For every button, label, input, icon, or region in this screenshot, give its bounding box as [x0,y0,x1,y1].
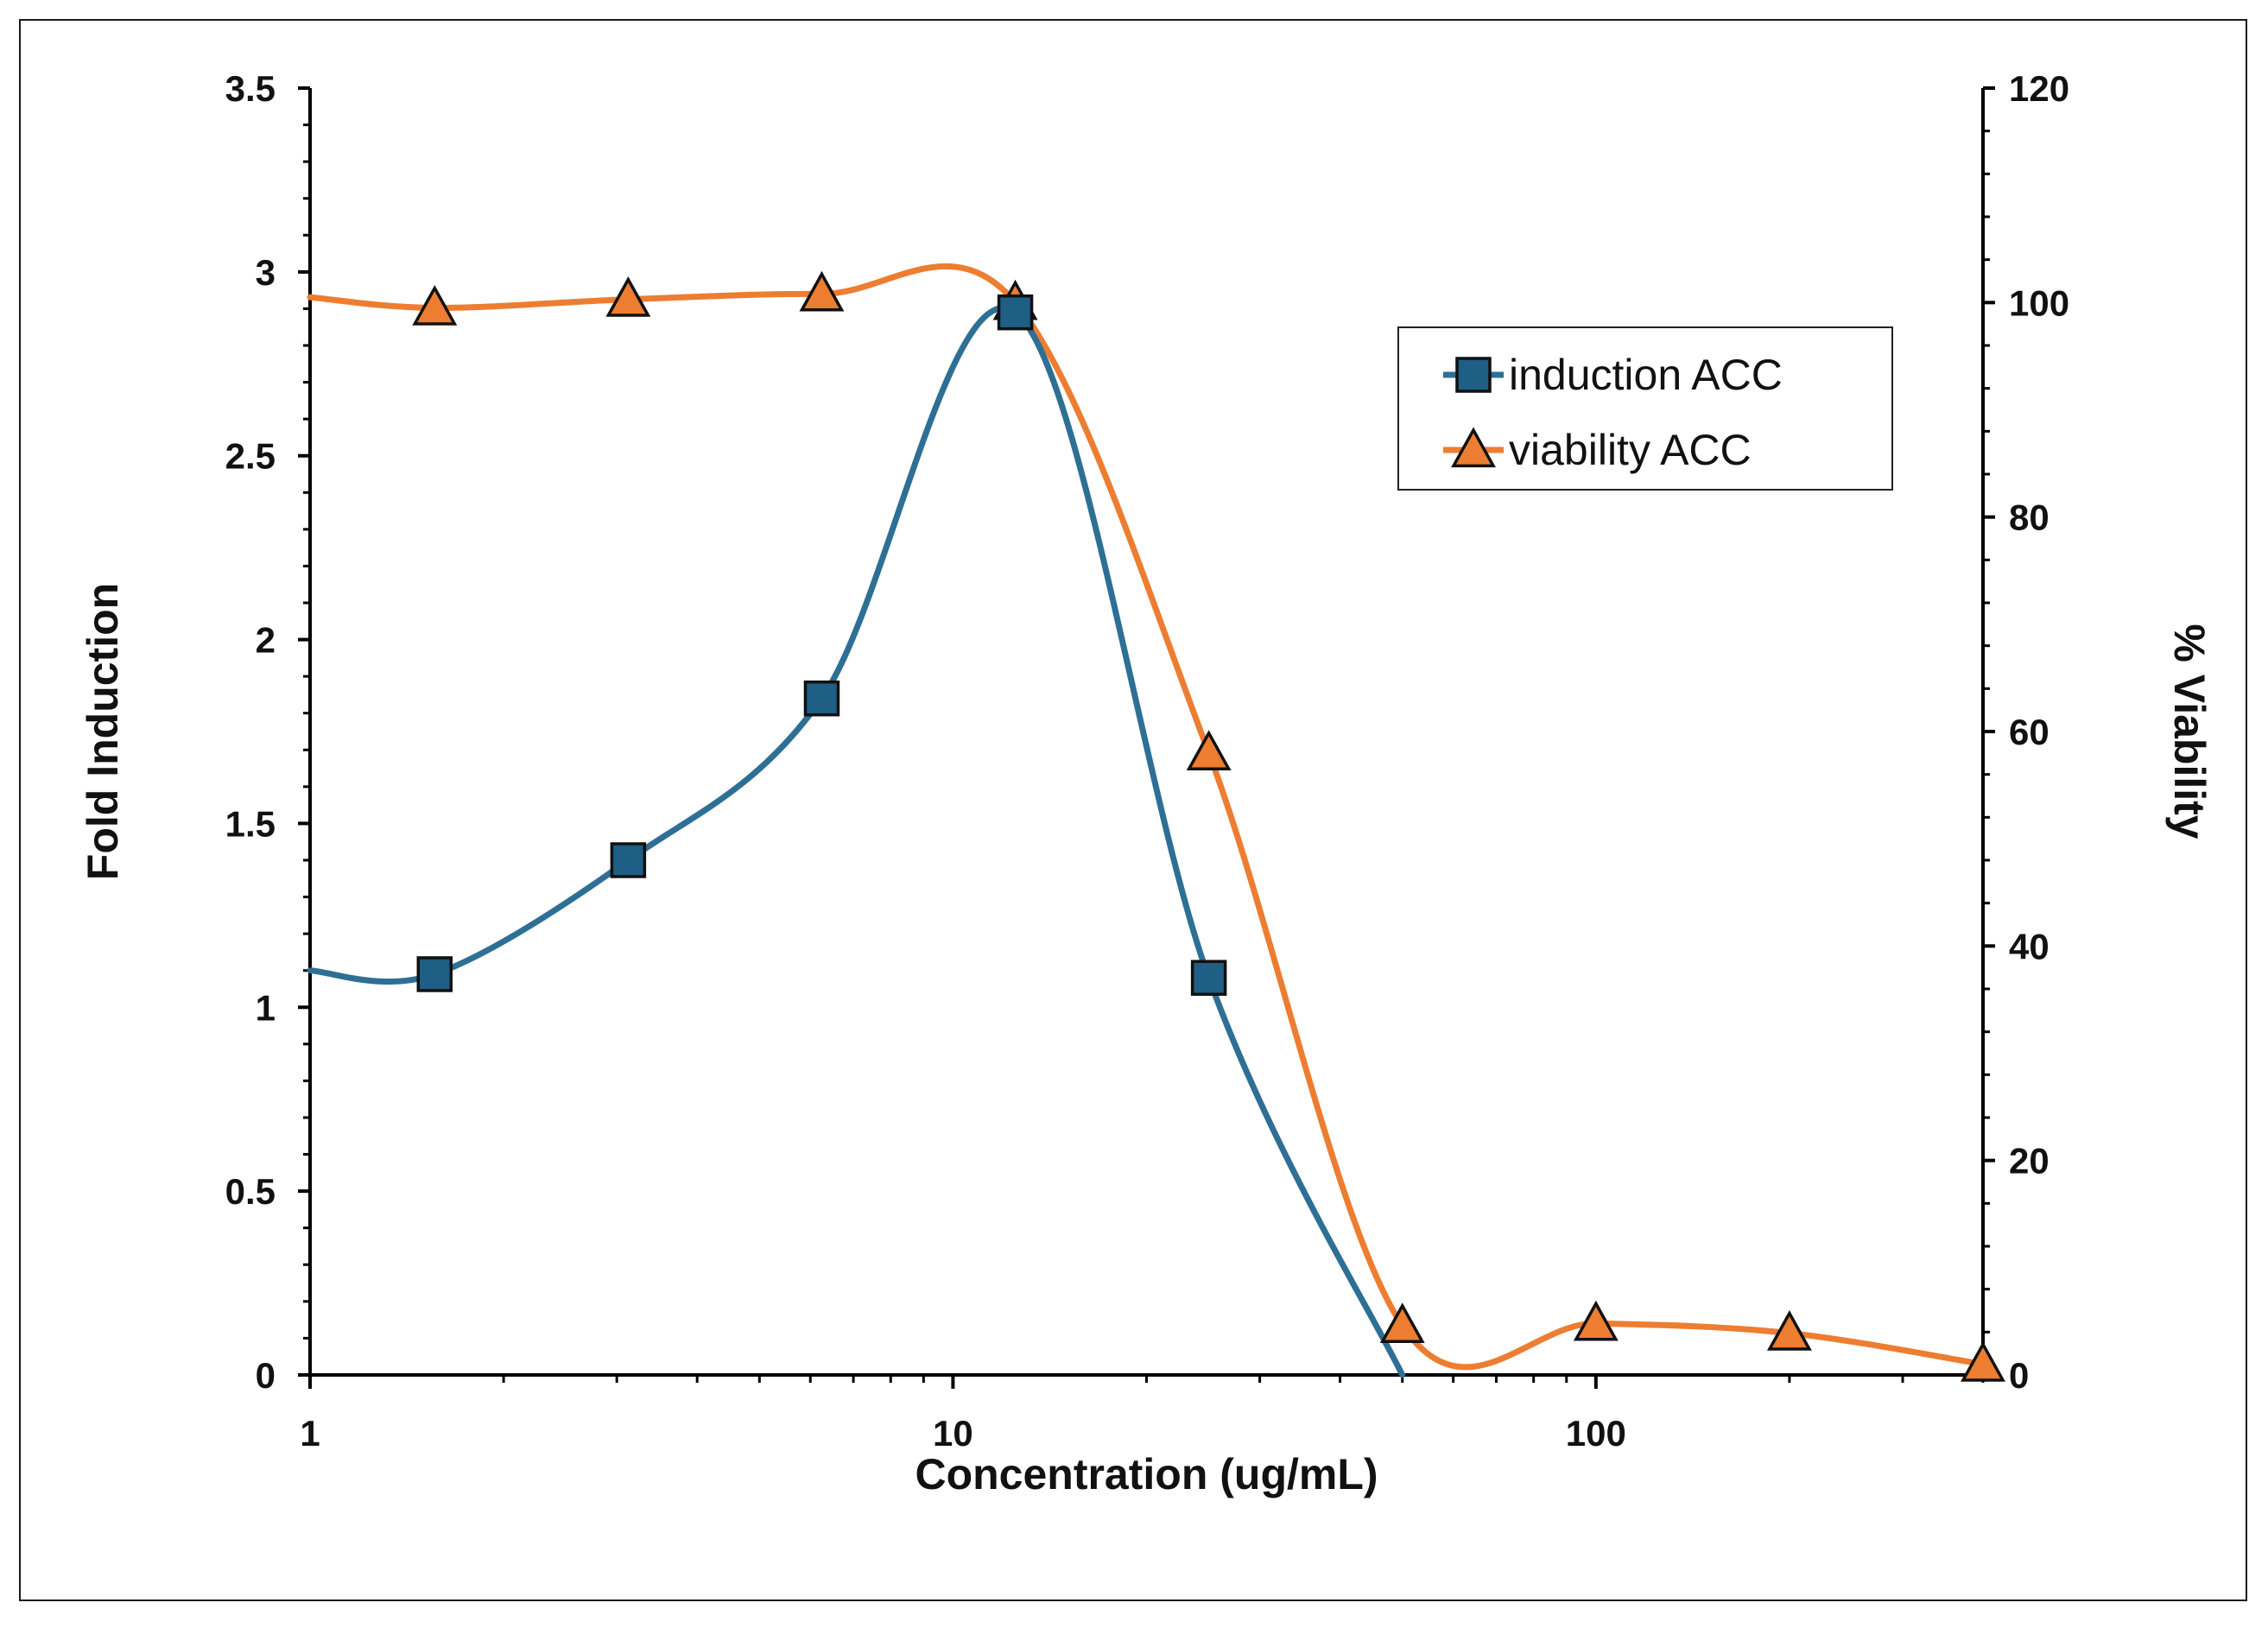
viability-point [1573,1300,1619,1341]
x-tick-label: 1 [300,1413,320,1454]
viability-point [1186,730,1232,770]
y-tick-label: 0 [256,1355,276,1396]
induction-point [610,842,647,878]
y-tick-label: 1 [256,987,276,1028]
viability-point [1379,1302,1425,1344]
y2-tick-label: 80 [2009,497,2049,538]
induction-point [997,294,1034,331]
y2-tick-label: 40 [2009,926,2049,966]
y-axis-title: Fold Induction [79,583,127,880]
y-tick-label: 2.5 [225,436,276,477]
legend: induction ACC viability ACC [1397,326,1893,491]
y2-tick-label: 60 [2009,712,2049,752]
viability-point [799,270,845,312]
viability-point [1766,1309,1812,1351]
legend-square-icon [1455,357,1492,393]
legend-triangle-icon [1451,427,1496,468]
y-tick-label: 3 [256,252,276,293]
y2-axis-title: % Viability [2165,624,2214,839]
x-tick-label: 100 [1566,1413,1626,1454]
y-tick-label: 1.5 [225,803,276,844]
y-tick-label: 2 [256,620,276,661]
viability-point [1961,1340,2005,1382]
series-line-induction [307,305,1406,1378]
induction-point [416,956,453,992]
induction-point [803,680,840,717]
chart-frame: 0 0.5 1 1.5 2 2.5 3 3.5 0 20 40 60 80 100 120 1 10 100 Con… [19,19,2247,1601]
viability-point [412,284,458,326]
y2-tick-label: 120 [2009,68,2069,109]
induction-point [1190,960,1227,996]
y-tick-label: 0.5 [225,1171,276,1212]
y-tick-label: 3.5 [225,68,276,109]
y2-tick-label: 0 [2009,1355,2029,1396]
viability-point [605,276,651,317]
y2-tick-label: 100 [2009,282,2069,323]
legend-label: induction ACC [1509,351,1783,399]
x-axis-title: Concentration (ug/mL) [915,1450,1378,1498]
x-tick-label: 10 [933,1413,973,1454]
series-layer [307,263,2005,1382]
y2-tick-label: 20 [2009,1141,2049,1181]
legend-label: viability ACC [1509,426,1752,474]
